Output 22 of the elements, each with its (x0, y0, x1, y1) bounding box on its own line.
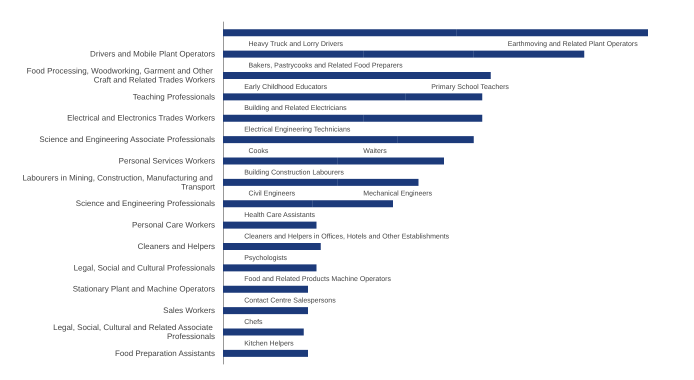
bar (223, 350, 308, 357)
bar (223, 264, 316, 272)
y-tick-label: Food Processing, Woodworking, Garment and Other Craft and Related Trades Workers (26, 66, 215, 84)
y-tick-label: Electrical and Electronics Trades Workers (67, 114, 215, 123)
bar (223, 222, 316, 229)
bar (223, 286, 308, 293)
bar (223, 307, 308, 314)
y-tick-label: Science and Engineering Associate Professionals (39, 135, 215, 144)
y-tick-label: Legal, Social, Cultural and Related Associate Professionals (53, 322, 215, 341)
y-tick-label: Sales Workers (163, 306, 215, 316)
y-tick-label: Legal, Social and Cultural Professionals (74, 263, 215, 272)
y-tick-label: Personal Services Workers (118, 156, 215, 166)
y-tick-label: Teaching Professionals (132, 92, 215, 102)
bar (223, 328, 304, 336)
bar (223, 242, 321, 250)
y-tick-label: Stationary Plant and Machine Operators (72, 284, 215, 294)
y-tick-label: Science and Engineering Professionals (76, 199, 215, 208)
y-tick-label: Food Preparation Assistants (114, 348, 215, 358)
y-tick-label: Labourers in Mining, Construction, Manufacturing and Transport (22, 173, 216, 192)
y-tick-label: Drivers and Mobile Plant Operators (90, 50, 215, 59)
y-tick-label: Cleaners and Helpers (138, 242, 215, 251)
y-tick-label: Personal Care Workers (132, 220, 215, 230)
